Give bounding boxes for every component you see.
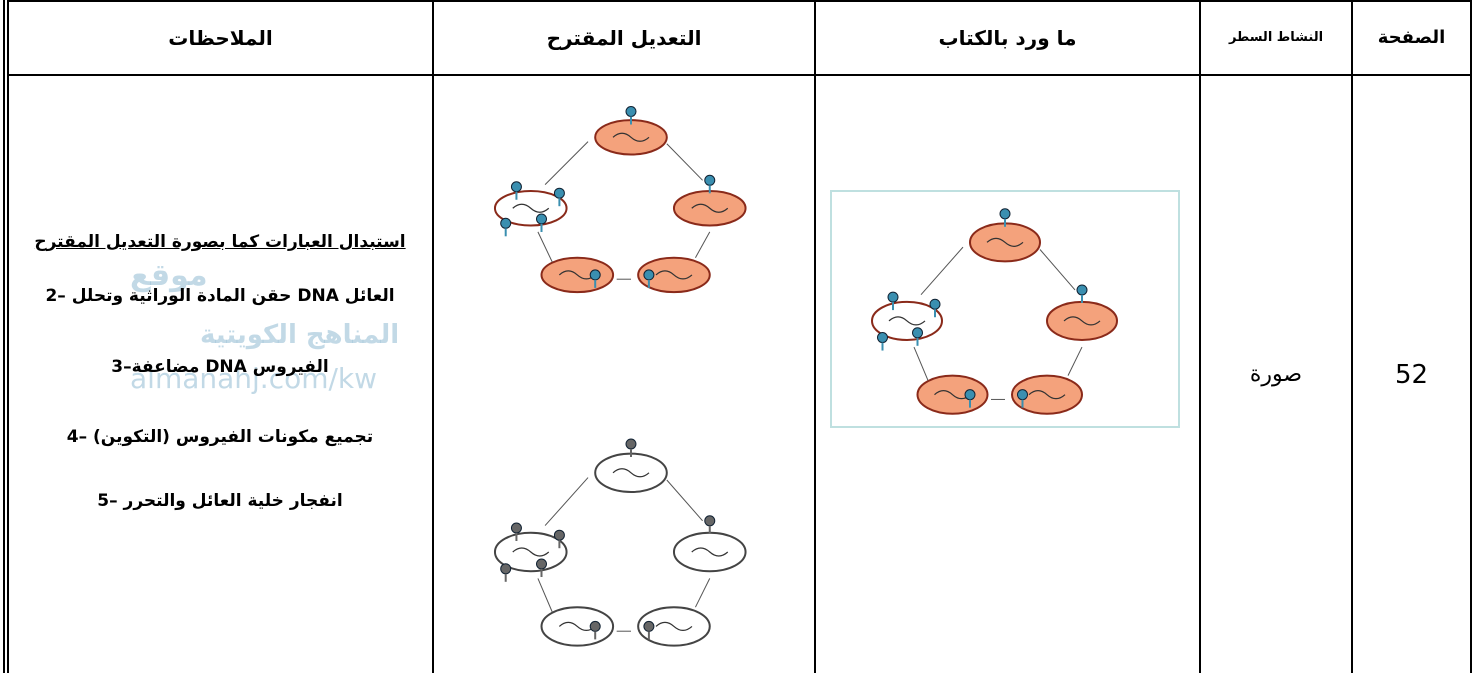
diagram-shape: [512, 547, 550, 557]
diagram-shape: [887, 291, 899, 303]
diagram-shape: [964, 389, 976, 401]
diagram-shape: [544, 141, 589, 185]
diagram-shape: [691, 547, 729, 557]
diagram-shape: [558, 621, 596, 631]
diagram-shape: [655, 621, 693, 631]
diagram-shape: [553, 187, 565, 199]
diagram-shape: [536, 213, 547, 225]
diagram-shape: [625, 106, 637, 117]
diagram-shape: [544, 477, 589, 526]
watermark: almanahj.com/kw: [130, 362, 378, 395]
diagram-shape: [695, 231, 711, 258]
diagram-shape: [1017, 389, 1028, 401]
header-cell: التعديل المقترح: [546, 25, 702, 50]
diagram-shape: [666, 143, 703, 181]
watermark: موقع: [130, 258, 208, 293]
note-line: 3–مضاعفة DNA الفيروس: [111, 357, 329, 377]
diagram-shape: [510, 181, 522, 193]
diagram-shape: [694, 578, 711, 608]
diagram-shape: [500, 217, 512, 229]
diagram-shape: [888, 316, 926, 326]
header-cell: الملاحظات: [168, 25, 273, 50]
watermark: المناهج الكويتية: [200, 320, 400, 350]
diagram-shape: [589, 269, 601, 281]
note-line: 4– تجميع مكونات الفيروس (التكوين): [66, 427, 374, 447]
diagram-shape: [691, 203, 729, 213]
book-diagram: [830, 190, 1180, 428]
diagram-shape: [553, 529, 565, 541]
border: [7, 0, 9, 673]
diagram-shape: [500, 563, 512, 575]
diagram-shape: [510, 522, 522, 534]
header-cell: النشاط السطر: [1228, 30, 1324, 45]
diagram-shape: [934, 390, 971, 400]
diagram-shape: [704, 515, 716, 527]
header-cell: ما ورد بالكتاب: [938, 25, 1077, 50]
diagram-shape: [920, 246, 964, 296]
diagram-shape: [1028, 390, 1066, 400]
diagram-shape: [1067, 346, 1083, 376]
diagram-shape: [536, 558, 547, 570]
cell-shape: [871, 300, 943, 341]
diagram-shape: [537, 578, 553, 613]
border: [3, 0, 5, 673]
note-line: 2– حقن المادة الوراثية وتحلل DNA العائل: [45, 286, 395, 306]
cell-shape: [493, 531, 568, 573]
diagram-shape: [913, 346, 929, 381]
diagram-shape: [612, 468, 650, 478]
cell-shape: [493, 190, 568, 227]
diagram-shape: [612, 132, 650, 142]
suggested-diagram-bw: [493, 438, 747, 647]
diagram-shape: [666, 479, 703, 522]
diagram-shape: [999, 208, 1011, 220]
diagram-shape: [558, 270, 596, 280]
diagram-shape: [1076, 284, 1088, 296]
header-cell: الصفحة: [1377, 27, 1446, 48]
border: [1199, 0, 1201, 673]
diagram-shape: [589, 620, 601, 632]
diagram-shape: [537, 231, 553, 263]
diagram-shape: [655, 270, 693, 280]
diagram-shape: [912, 327, 923, 339]
page-number: 52: [1394, 359, 1429, 390]
diagram-shape: [625, 438, 637, 450]
diagram-shape: [986, 237, 1024, 247]
border: [814, 0, 816, 673]
diagram-shape: [512, 203, 550, 213]
border: [1351, 0, 1353, 673]
suggested-diagram: [493, 106, 747, 294]
border: [432, 0, 434, 673]
diagram-shape: [877, 332, 888, 344]
note-line: 5– انفجار خلية العائل والتحرر: [97, 491, 343, 511]
border: [8, 74, 1471, 76]
note-heading: استبدال العبارات كما بصورة التعديل المقت…: [34, 232, 406, 252]
activity: صورة: [1249, 362, 1303, 387]
diagram-shape: [643, 620, 655, 632]
border: [8, 0, 1471, 2]
diagram-shape: [704, 174, 716, 186]
diagram-shape: [929, 298, 941, 310]
diagram-shape: [643, 269, 655, 281]
diagram-shape: [1039, 249, 1076, 291]
diagram-shape: [1063, 316, 1101, 326]
border: [1470, 0, 1472, 673]
